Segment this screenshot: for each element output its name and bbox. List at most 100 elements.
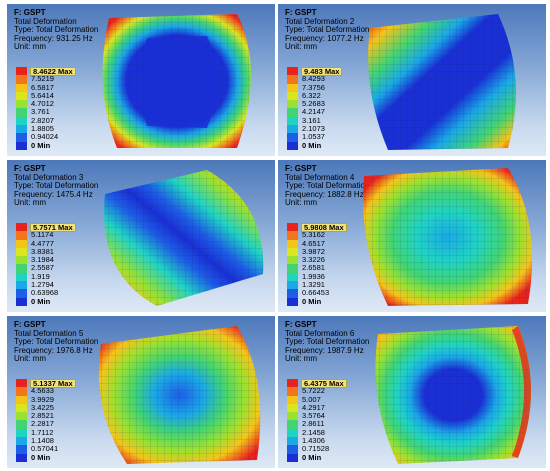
legend-swatch [16, 247, 27, 257]
legend-swatch [287, 412, 298, 421]
legend-max-value: 5.9808 Max [301, 223, 347, 232]
legend-swatch [287, 67, 298, 76]
unit-label: Unit: mm [285, 198, 317, 208]
result-type: Type: Total Deformation [14, 337, 99, 347]
legend-min-value: 0 Min [302, 452, 322, 462]
unit-label: Unit: mm [285, 354, 317, 364]
legend-swatch [287, 395, 298, 404]
plate-mesh [375, 326, 531, 464]
mode-panel-1: F: GSPT Total Deformation Type: Total De… [7, 4, 275, 156]
legend-swatch [287, 75, 298, 84]
frequency-label: Frequency: 931.25 Hz [14, 33, 93, 43]
legend-min-value: 0 Min [31, 452, 51, 462]
frequency-label: Frequency: 1976.8 Hz [14, 345, 93, 355]
legend-swatch [287, 403, 298, 413]
legend-value: 1.7112 [31, 427, 54, 437]
unit-label: Unit: mm [14, 354, 46, 364]
legend-value: 4.2147 [302, 107, 325, 117]
legend-swatch [287, 272, 298, 282]
deformation-plot [368, 14, 516, 150]
analysis-name: F: GSPT [285, 320, 317, 329]
legend-value: 2.8611 [302, 419, 325, 429]
legend-swatch [16, 100, 27, 109]
legend-value: 5.2683 [302, 99, 325, 109]
legend-value: 3.1984 [31, 255, 54, 265]
legend-value: 0.66453 [302, 288, 330, 298]
panel-info: F: GSPT Total Deformation 5 Type: Total … [14, 320, 99, 364]
mode-panel-5: F: GSPT Total Deformation 5 Type: Total … [7, 316, 275, 468]
legend-swatch [287, 387, 298, 396]
legend-value: 6.5817 [31, 82, 54, 92]
legend-swatch [287, 437, 298, 446]
legend-swatch [287, 379, 298, 388]
plate-low-zone [139, 36, 217, 128]
legend-swatch [16, 453, 27, 462]
mode-panel-3: F: GSPT Total Deformation 3 Type: Total … [7, 160, 275, 312]
legend-swatch [16, 395, 27, 404]
legend-value: 2.5587 [31, 263, 54, 273]
legend-value: 5.007 [302, 394, 321, 404]
result-name: Total Deformation 3 [14, 172, 84, 182]
legend-value: 1.0537 [302, 132, 325, 142]
panel-info: F: GSPT Total Deformation 2 Type: Total … [285, 8, 370, 52]
legend-swatch [287, 445, 298, 454]
legend-value: 8.4293 [302, 74, 325, 84]
frequency-label: Frequency: 1882.8 Hz [285, 189, 364, 199]
legend-value: 3.8381 [31, 246, 54, 256]
legend-swatch [287, 83, 298, 92]
analysis-name: F: GSPT [14, 320, 46, 329]
legend-min-value: 0 Min [302, 296, 322, 306]
deformation-plot [98, 326, 261, 464]
legend-swatch [16, 289, 27, 298]
legend-swatch [16, 125, 27, 134]
legend-swatch [287, 223, 298, 232]
legend-value: 5.1174 [31, 230, 54, 240]
panel-info: F: GSPT Total Deformation 6 Type: Total … [285, 320, 369, 364]
legend-max-value: 8.4622 Max [30, 67, 76, 76]
legend-value: 3.5764 [302, 411, 325, 421]
mode-panel-4: F: GSPT Total Deformation 4 Type: Total … [278, 160, 546, 312]
legend-swatch [16, 133, 27, 142]
result-name: Total Deformation 4 [285, 172, 355, 182]
legend-swatch [287, 281, 298, 290]
legend-value: 0.94024 [31, 132, 59, 142]
legend-swatch [16, 91, 27, 101]
legend-value: 2.8207 [31, 115, 54, 125]
legend-swatch [16, 281, 27, 290]
legend-value: 4.6517 [302, 238, 325, 248]
legend-swatch [16, 272, 27, 282]
legend-value: 5.3162 [302, 230, 325, 240]
panel-info: F: GSPT Total Deformation 4 Type: Total … [285, 164, 369, 208]
legend-value: 1.2794 [31, 280, 54, 290]
legend-swatch [287, 264, 298, 273]
legend-value: 5.7222 [302, 386, 325, 396]
legend-min-value: 0 Min [31, 296, 51, 306]
result-type: Type: Total Deformation [285, 25, 370, 35]
legend-value: 0.63968 [31, 288, 59, 298]
legend-swatch [16, 445, 27, 454]
legend-max-value: 9.483 Max [301, 67, 343, 76]
legend-swatch [16, 108, 27, 117]
deformation-plot [104, 170, 264, 306]
plate-mesh [98, 326, 261, 464]
legend-swatch [287, 231, 298, 240]
legend-value: 4.4777 [31, 238, 54, 248]
plate-mesh [368, 14, 516, 150]
plate-red-edge [512, 326, 531, 458]
legend-value: 5.6414 [31, 90, 54, 100]
legend-value: 7.5219 [31, 74, 54, 84]
legend-swatch [16, 75, 27, 84]
result-name: Total Deformation 6 [285, 328, 355, 338]
legend-value: 1.919 [31, 271, 50, 281]
legend-value: 4.2917 [302, 402, 325, 412]
legend-swatch [287, 91, 298, 101]
legend-swatch [16, 412, 27, 421]
legend-swatch [16, 379, 27, 388]
legend-value: 3.4225 [31, 402, 54, 412]
legend-swatch [287, 297, 298, 306]
analysis-name: F: GSPT [285, 8, 317, 17]
panel-info: F: GSPT Total Deformation Type: Total De… [14, 8, 98, 52]
legend-swatch [287, 141, 298, 150]
legend-value: 1.9936 [302, 271, 325, 281]
frequency-label: Frequency: 1475.4 Hz [14, 189, 93, 199]
